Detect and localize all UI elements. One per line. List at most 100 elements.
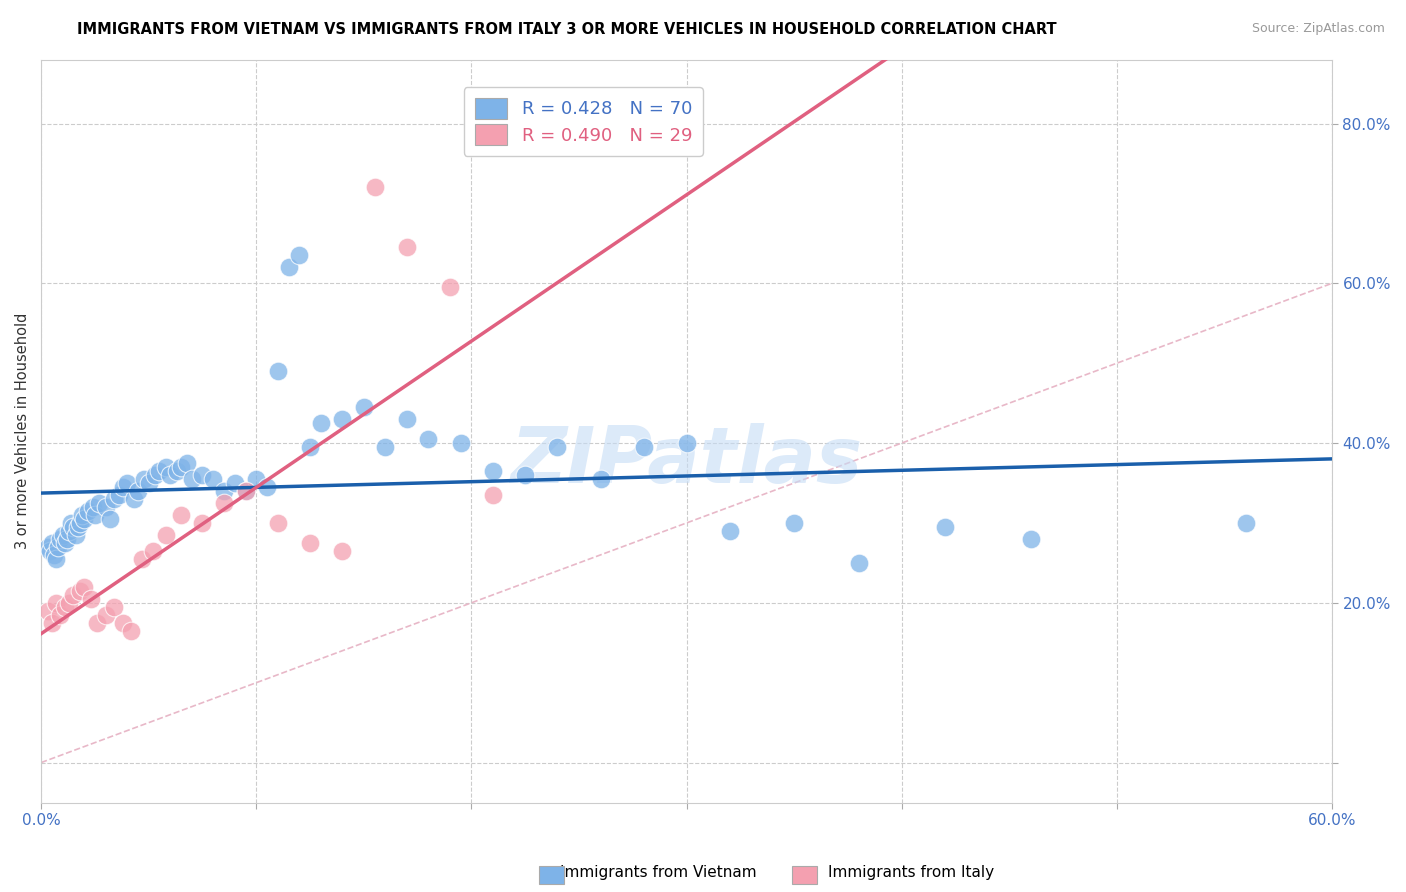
Point [1234,516,1257,530]
Point [58,596,80,610]
Point [235,483,257,498]
Point [675,436,697,450]
Point [45,552,67,566]
Point [288,248,311,262]
Point [374,440,396,454]
Point [37,540,59,554]
Point [53,536,76,550]
Point [170,508,193,522]
Point [515,468,537,483]
Point [127,483,149,498]
Point [170,460,193,475]
Point [111,615,134,630]
Point [46,540,69,554]
Text: Source: ZipAtlas.com: Source: ZipAtlas.com [1251,22,1385,36]
Point [267,516,290,530]
Point [212,483,235,498]
Point [718,524,741,538]
Point [330,544,353,558]
Point [180,472,202,486]
Y-axis label: 3 or more Vehicles in Household: 3 or more Vehicles in Household [15,313,30,549]
Point [395,240,418,254]
Point [934,520,956,534]
Point [58,524,80,538]
Point [62,520,84,534]
Point [73,580,96,594]
Point [277,260,299,275]
Point [176,456,198,470]
Point [131,552,153,566]
Point [363,180,385,194]
Point [235,483,257,498]
Point [41,536,63,550]
Point [70,508,93,522]
Point [330,412,353,426]
Point [395,412,418,426]
Point [60,516,83,530]
Point [148,464,170,478]
Point [42,548,65,562]
Point [83,508,105,522]
Point [633,440,655,454]
Point [111,480,134,494]
Point [121,624,143,638]
Point [77,504,100,518]
Point [245,472,267,486]
Point [86,615,108,630]
Point [122,491,145,506]
Point [73,512,96,526]
Point [299,536,322,550]
Point [56,532,79,546]
Point [49,607,72,622]
Point [89,496,111,510]
Text: ZIPatlas: ZIPatlas [510,423,863,499]
Point [309,416,332,430]
Point [299,440,322,454]
Point [1019,532,1042,546]
Point [353,400,375,414]
Point [79,591,101,606]
Point [103,599,125,614]
Point [53,599,76,614]
Point [418,432,440,446]
Point [267,364,290,378]
Point [115,475,138,490]
Point [155,528,177,542]
Point [98,512,121,526]
Point [103,491,125,506]
Point [848,556,870,570]
Point [52,528,75,542]
Point [142,544,165,558]
Point [66,520,89,534]
Point [191,516,214,530]
Point [134,472,156,486]
Point [69,516,91,530]
Text: IMMIGRANTS FROM VIETNAM VS IMMIGRANTS FROM ITALY 3 OR MORE VEHICLES IN HOUSEHOLD: IMMIGRANTS FROM VIETNAM VS IMMIGRANTS FR… [77,22,1057,37]
Point [783,516,806,530]
Point [65,528,87,542]
Point [212,496,235,510]
Point [143,468,166,483]
Point [191,468,214,483]
Point [224,475,246,490]
Text: Immigrants from Italy: Immigrants from Italy [828,865,994,880]
Point [547,440,569,454]
Point [159,468,181,483]
Point [589,472,612,486]
Point [94,607,117,622]
Point [37,604,59,618]
Point [94,500,117,514]
Point [69,583,91,598]
Point [38,544,60,558]
Point [138,475,160,490]
Point [49,532,72,546]
Point [166,464,188,478]
Text: Immigrants from Vietnam: Immigrants from Vietnam [560,865,756,880]
Point [45,596,67,610]
Point [482,488,505,502]
Point [155,460,177,475]
Point [41,615,63,630]
Point [202,472,225,486]
Point [107,488,129,502]
Point [482,464,505,478]
